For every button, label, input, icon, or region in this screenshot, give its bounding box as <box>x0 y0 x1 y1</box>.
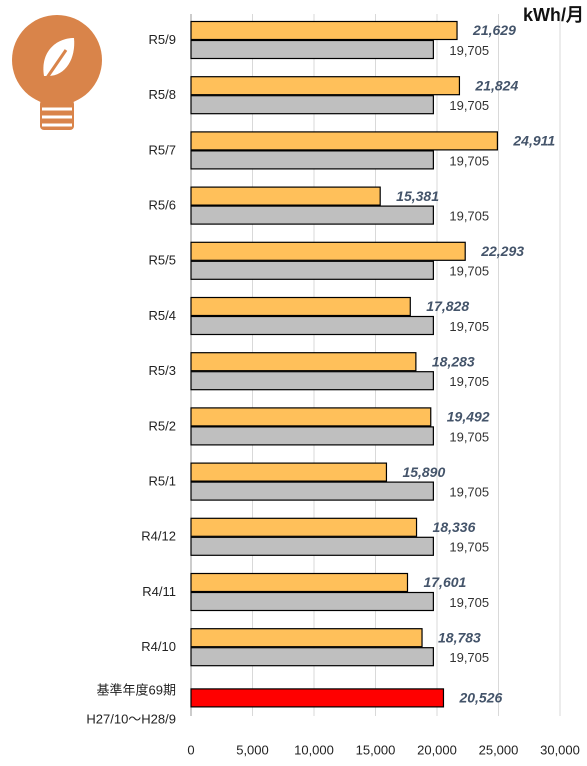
bar <box>190 572 409 593</box>
y-tick-label: R5/2 <box>149 418 176 433</box>
bar <box>190 95 434 115</box>
value-label: 18,283 <box>432 353 475 369</box>
x-tick-label: 25,000 <box>479 742 519 757</box>
bar <box>190 241 466 261</box>
y-tick-label: R5/7 <box>149 142 176 157</box>
y-tick-label: R4/10 <box>141 639 176 654</box>
bar <box>190 536 434 556</box>
y-tick-label: R5/8 <box>149 87 176 102</box>
y-tick-label: R5/5 <box>149 253 176 268</box>
y-tick-label: R5/9 <box>149 32 176 47</box>
bar <box>190 131 499 151</box>
x-tick-label: 20,000 <box>417 742 457 757</box>
value-label: 20,526 <box>458 690 502 706</box>
bar <box>190 205 434 225</box>
value-label: 15,381 <box>396 188 439 204</box>
y-tick-label: 基準年度69期 <box>97 682 176 697</box>
bar <box>190 186 381 206</box>
bar <box>190 371 434 391</box>
baseline-label: 19,705 <box>449 540 489 555</box>
value-label: 19,492 <box>447 409 490 425</box>
y-tick-label: R4/12 <box>141 529 176 544</box>
bulb-icon <box>12 15 102 130</box>
baseline-label: 19,705 <box>449 374 489 389</box>
baseline-label: 19,705 <box>449 319 489 334</box>
value-label: 21,824 <box>474 77 518 93</box>
baseline-label: 19,705 <box>449 650 489 665</box>
baseline-label: 19,705 <box>449 98 489 113</box>
bar <box>190 517 418 537</box>
value-label: 17,828 <box>426 298 469 314</box>
baseline-label: 19,705 <box>449 485 489 500</box>
y-tick-label: R4/11 <box>142 584 176 599</box>
x-tick-label: 15,000 <box>356 742 396 757</box>
bar <box>190 462 388 482</box>
bar <box>190 481 434 501</box>
bar <box>190 352 417 372</box>
value-label: 21,629 <box>472 22 516 38</box>
value-label: 22,293 <box>480 243 524 259</box>
baseline-label: 19,705 <box>449 264 489 279</box>
bar <box>190 260 434 280</box>
baseline-label: 19,705 <box>449 429 489 444</box>
y-tick-label: R5/4 <box>149 308 176 323</box>
x-tick-label: 0 <box>187 742 194 757</box>
bar <box>190 591 434 612</box>
unit-label: kWh/月 <box>523 5 584 25</box>
bar <box>190 20 458 41</box>
bar <box>190 407 432 427</box>
value-label: 18,336 <box>433 519 476 535</box>
x-tick-label: 10,000 <box>294 742 334 757</box>
value-label: 18,783 <box>438 629 481 645</box>
bar <box>190 76 461 96</box>
y-tick-label: R5/6 <box>149 198 176 213</box>
x-tick-label: 30,000 <box>540 742 580 757</box>
bar <box>190 39 434 60</box>
y-tick-label: R5/3 <box>149 363 176 378</box>
bar <box>190 315 434 336</box>
baseline-label: 19,705 <box>449 153 489 168</box>
category-sublabel: H27/10～H28/9 <box>86 711 176 726</box>
bar <box>190 426 434 446</box>
baseline-label: 19,705 <box>449 209 489 224</box>
value-label: 24,911 <box>512 133 555 149</box>
y-tick-label: R5/1 <box>149 474 176 489</box>
bar <box>190 647 434 667</box>
x-tick-label: 5,000 <box>236 742 269 757</box>
bar <box>190 628 423 648</box>
baseline-label: 19,705 <box>449 43 489 58</box>
bar <box>190 688 445 708</box>
value-label: 15,890 <box>402 464 445 480</box>
bar <box>190 296 411 317</box>
bar <box>190 150 434 170</box>
baseline-label: 19,705 <box>449 595 489 610</box>
value-label: 17,601 <box>423 574 466 590</box>
